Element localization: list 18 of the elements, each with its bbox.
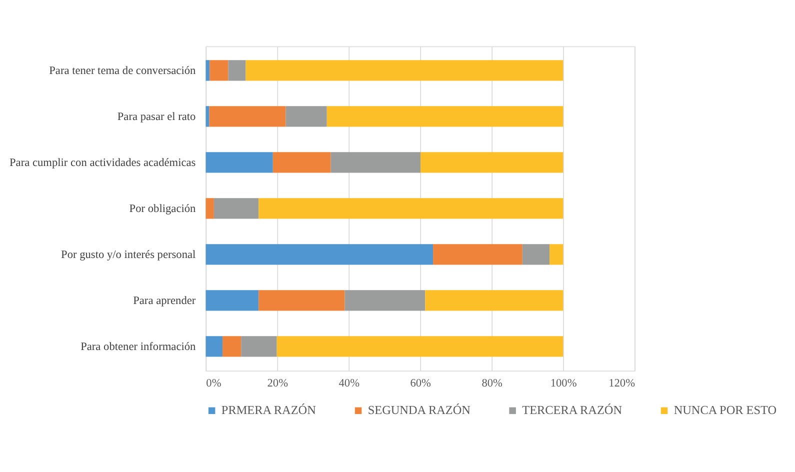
y-tick-label: Para pasar el rato [117, 110, 196, 123]
x-tick-label: 40% [338, 378, 360, 390]
legend-label: NUNCA POR ESTO [674, 403, 777, 418]
x-tick-label: 120% [608, 378, 636, 390]
x-tick-label: 100% [550, 378, 578, 390]
legend-label: PRMERA RAZÓN [221, 403, 316, 418]
y-tick-label: Para obtener información [80, 340, 196, 353]
x-tick-label: 80% [482, 378, 504, 390]
y-tick-label: Para cumplir con actividades académicas [9, 156, 196, 169]
legend-label: TERCERA RAZÓN [522, 403, 622, 418]
x-tick-label: 20% [267, 378, 289, 390]
x-tick-label: 60% [410, 378, 432, 390]
legend-label: SEGUNDA RAZÓN [368, 403, 471, 418]
y-tick-label: Por gusto y/o interés personal [61, 248, 196, 261]
y-tick-label: Para aprender [133, 294, 196, 307]
x-tick-label: 0% [206, 378, 222, 390]
y-tick-label: Para tener tema de conversación [49, 64, 196, 77]
y-tick-label: Por obligación [129, 202, 196, 215]
